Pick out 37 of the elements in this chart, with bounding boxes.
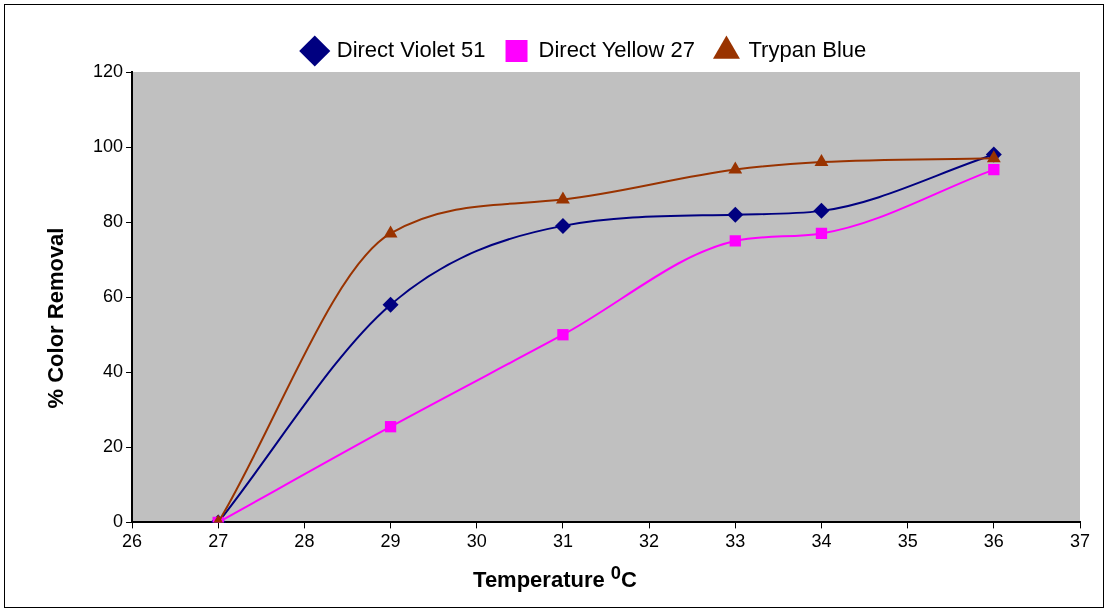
y-tick-label: 120 <box>92 60 124 81</box>
x-tick-label: 37 <box>1069 531 1091 552</box>
x-tick-label: 35 <box>897 531 918 552</box>
x-tick-label: 32 <box>639 531 660 552</box>
legend-label: Trypan Blue <box>748 37 867 63</box>
x-tick-label: 29 <box>380 531 401 552</box>
point <box>383 225 398 238</box>
point <box>557 329 569 341</box>
y-tick-label: 80 <box>103 211 124 232</box>
point <box>988 163 1000 176</box>
point <box>727 206 744 223</box>
y-tick-label: 20 <box>103 436 124 457</box>
y-tick-label: 60 <box>103 286 124 307</box>
x-tick-label: 31 <box>552 531 573 552</box>
point <box>814 154 829 167</box>
x-tick-label: 26 <box>122 531 143 552</box>
x-axis-title: Temperature $^{0}$C <box>472 562 638 594</box>
point <box>554 217 571 234</box>
x-tick-label: 36 <box>983 531 1004 552</box>
point <box>813 202 830 219</box>
point <box>986 150 1001 163</box>
legend-label: Direct Violet 51 <box>336 37 486 63</box>
x-tick-label: 33 <box>725 531 746 552</box>
y-tick-label: 100 <box>92 136 124 157</box>
point <box>728 161 743 174</box>
point <box>815 227 828 240</box>
y-tick-label: 0 <box>113 511 124 532</box>
y-tick-label: 40 <box>103 361 124 382</box>
legend-label: Direct Yellow 27 <box>538 37 696 63</box>
y-axis-title: % Color Removal <box>43 227 69 409</box>
point <box>729 235 741 247</box>
x-tick-label: 28 <box>294 531 315 552</box>
point <box>556 191 570 204</box>
x-tick-label: 30 <box>466 531 487 552</box>
x-tick-label: 27 <box>208 531 229 552</box>
point <box>382 296 399 313</box>
x-tick-label: 34 <box>811 531 832 552</box>
